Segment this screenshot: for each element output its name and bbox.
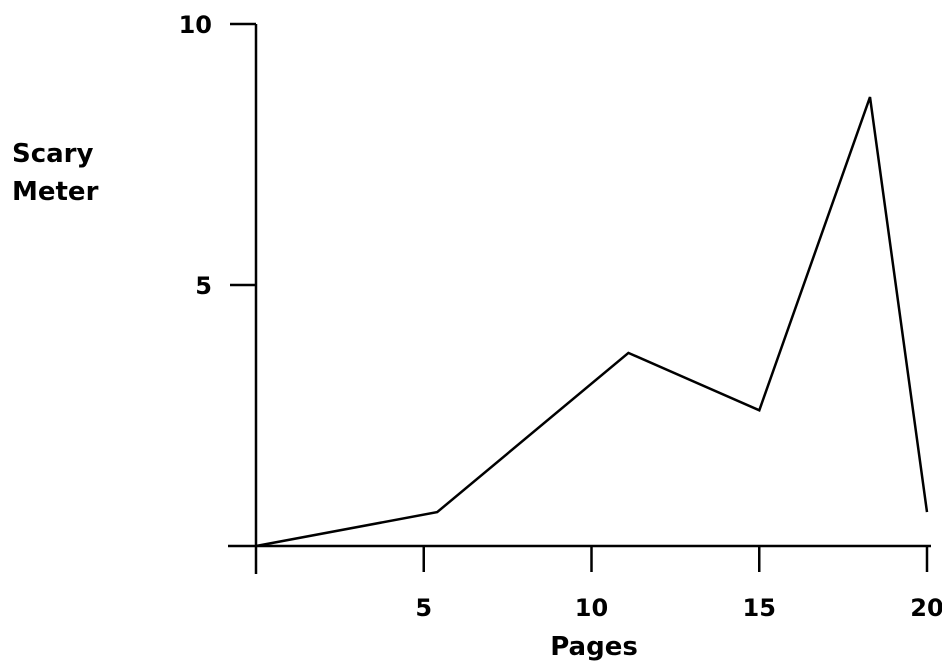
y-tick-label-5: 5 bbox=[195, 272, 212, 300]
axes-layer bbox=[228, 24, 931, 574]
x-tick-label-5: 5 bbox=[415, 594, 432, 622]
y-axis-label-line-2: Meter bbox=[12, 177, 99, 207]
series-line-1 bbox=[255, 96, 929, 548]
ticks-layer: 5 10 5 10 15 20 bbox=[179, 11, 942, 622]
series-layer bbox=[255, 96, 929, 548]
x-tick-label-10: 10 bbox=[575, 594, 608, 622]
x-tick-label-15: 15 bbox=[743, 594, 776, 622]
x-tick-label-20: 20 bbox=[910, 594, 942, 622]
x-axis-label: Pages bbox=[550, 632, 638, 662]
y-axis-label-line-1: Scary bbox=[12, 139, 94, 169]
y-tick-label-10: 10 bbox=[179, 11, 212, 39]
